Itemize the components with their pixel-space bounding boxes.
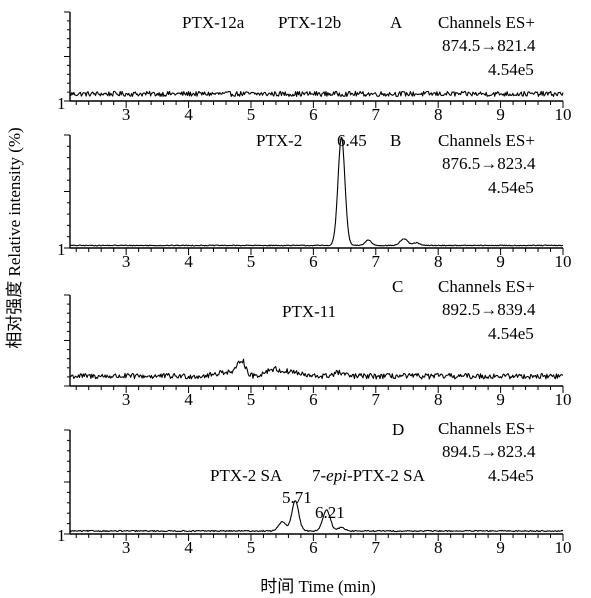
panel-b-letter: B — [390, 131, 401, 150]
x-tick-label: 10 — [555, 390, 572, 409]
x-tick-label: 4 — [184, 252, 193, 271]
panel-d-annotation-2-rest: -PTX-2 SA — [347, 466, 426, 485]
x-tick-label: 6 — [309, 105, 318, 124]
x-tick-label: 3 — [122, 390, 131, 409]
x-tick-label: 5 — [247, 105, 256, 124]
panel-c-channel-scale: 4.54e5 — [488, 324, 534, 343]
x-tick-label: 8 — [434, 252, 443, 271]
panel-c-channel-mz: 892.5→839.4 — [442, 300, 536, 319]
panel-c-trace — [69, 358, 564, 380]
x-tick-label: 9 — [496, 538, 505, 557]
panel-d-annotation-1: PTX-2 SA — [210, 466, 283, 485]
panel-a: PTX-12a PTX-12b A Channels ES+ 874.5→821… — [57, 13, 536, 113]
panel-b-channel-title: Channels ES+ — [438, 131, 535, 150]
panel-c-annotation-1: PTX-11 — [282, 302, 336, 321]
x-tick-label: 4 — [184, 390, 193, 409]
panel-a-channel-mz: 874.5→821.4 — [442, 36, 536, 55]
panel-a-trace — [69, 90, 564, 97]
generated-marks: 3 4 5 6 7 8 9 10 3 4 5 6 7 8 9 10 3 4 5 6 7 8 9 10 3 4 5 6 7 8 9 10 — [64, 11, 572, 557]
x-tick-label: 6 — [309, 390, 318, 409]
x-tick-label: 3 — [122, 105, 131, 124]
x-tick-label: 7 — [372, 252, 381, 271]
panel-d-channel-mz: 894.5→823.4 — [442, 442, 536, 461]
panel-c-letter: C — [392, 277, 403, 296]
panel-b: PTX-2 6.45 B Channels ES+ 876.5→823.4 4.… — [57, 131, 536, 259]
panel-a-annotation-2: PTX-12b — [278, 13, 341, 32]
x-tick-label: 10 — [555, 538, 572, 557]
panel-b-channel-scale: 4.54e5 — [488, 178, 534, 197]
panel-b-trace — [69, 136, 564, 247]
x-tick-label: 7 — [372, 390, 381, 409]
panel-b-annotation-1: PTX-2 — [256, 131, 302, 150]
panel-d-channel-scale: 4.54e5 — [488, 466, 534, 485]
panel-b-channel-mz: 876.5→823.4 — [442, 154, 536, 173]
x-tick-label: 6 — [309, 538, 318, 557]
x-tick-label: 7 — [372, 538, 381, 557]
x-tick-label: 3 — [122, 538, 131, 557]
x-tick-label: 9 — [496, 252, 505, 271]
panel-d-letter: D — [392, 420, 404, 439]
panel-c: PTX-11 C Channels ES+ 892.5→839.4 4.54e5 — [282, 277, 536, 343]
panel-a-channel-scale: 4.54e5 — [488, 60, 534, 79]
x-tick-label: 6 — [309, 252, 318, 271]
panel-a-y-tick-label: 1 — [57, 94, 66, 113]
panel-d-y-tick-label: 1 — [57, 526, 66, 545]
x-tick-label: 5 — [247, 538, 256, 557]
x-tick-label: 4 — [184, 538, 193, 557]
x-tick-label: 5 — [247, 252, 256, 271]
panel-d-annotation-2: 7-epi-PTX-2 SA — [312, 466, 426, 485]
panel-d-annotation-2-italic: epi — [326, 466, 347, 485]
panel-d-annotation-2-text: 7- — [312, 466, 327, 485]
panel-c-channel-title: Channels ES+ — [438, 277, 535, 296]
panel-b-peak-label-1: 6.45 — [337, 131, 367, 150]
x-tick-label: 8 — [434, 538, 443, 557]
x-axis-label: 时间 Time (min) — [260, 577, 376, 596]
panel-a-annotation-1: PTX-12a — [182, 13, 245, 32]
panel-d-channel-title: Channels ES+ — [438, 419, 535, 438]
panel-a-channel-title: Channels ES+ — [438, 13, 535, 32]
x-tick-label: 8 — [434, 105, 443, 124]
panel-d-trace — [69, 500, 564, 533]
x-tick-label: 7 — [372, 105, 381, 124]
panel-d: D Channels ES+ 894.5→823.4 4.54e5 PTX-2 … — [57, 419, 536, 545]
x-tick-label: 4 — [184, 105, 193, 124]
x-tick-label: 5 — [247, 390, 256, 409]
x-tick-label: 8 — [434, 390, 443, 409]
x-tick-label: 9 — [496, 105, 505, 124]
x-tick-label: 3 — [122, 252, 131, 271]
x-tick-label: 10 — [555, 252, 572, 271]
panel-a-letter: A — [390, 13, 403, 32]
panel-d-peak-label-1: 5.71 — [282, 488, 312, 507]
x-tick-label: 10 — [555, 105, 572, 124]
x-tick-label: 9 — [496, 390, 505, 409]
y-axis-label: 相对强度 Relative intensity (%) — [5, 127, 24, 348]
panel-b-y-tick-label: 1 — [57, 240, 66, 259]
panel-d-peak-label-2: 6.21 — [315, 503, 345, 522]
